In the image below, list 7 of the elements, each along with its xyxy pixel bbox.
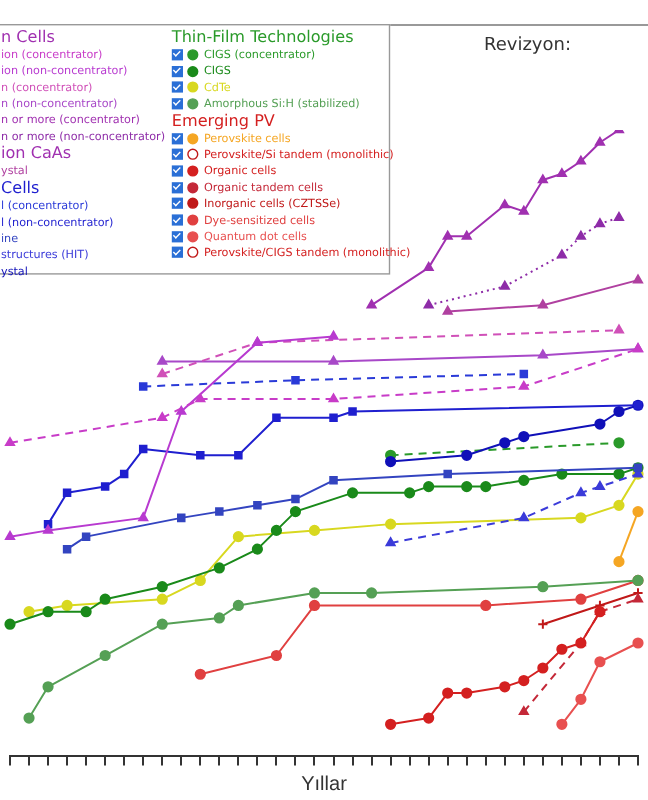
- annotation: Emerging PV: [171, 110, 277, 131]
- x-axis-title: Yıllar: [301, 773, 349, 796]
- text: Thin-Film Technologies: [171, 26, 356, 47]
- annotation: Cells: [1, 177, 42, 198]
- annotation: ion CaAs: [1, 143, 74, 163]
- text: n Cells: [1, 26, 57, 47]
- text: Revizyon:: [484, 36, 572, 56]
